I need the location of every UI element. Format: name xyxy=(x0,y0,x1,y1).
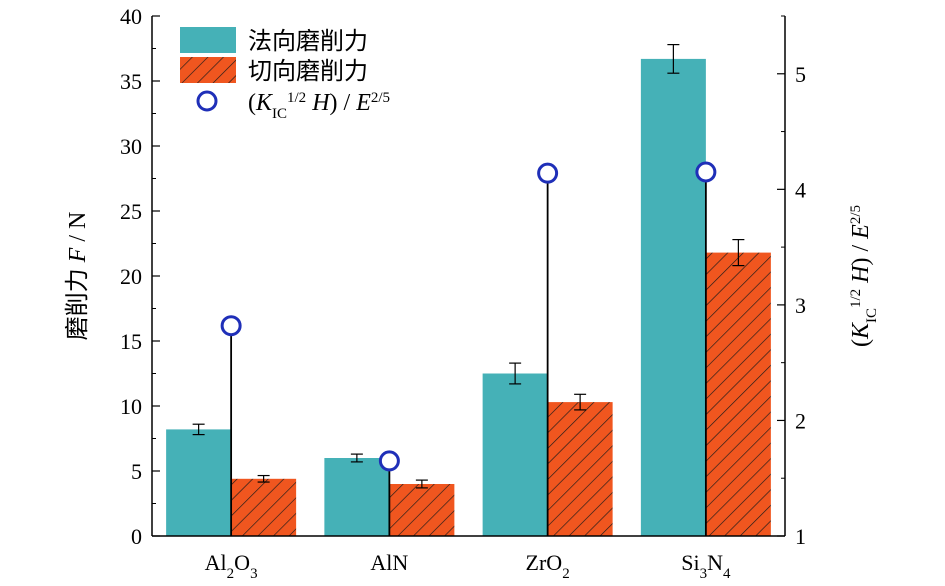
left-tick-label: 0 xyxy=(131,524,142,549)
y2-axis-title-part: ) / xyxy=(848,239,874,266)
x-tick-label-part: Si xyxy=(681,550,699,575)
legend-label-part: 法向磨削力 xyxy=(248,28,368,55)
x-tick-label-part: ZrO xyxy=(526,550,563,575)
left-tick-label: 10 xyxy=(120,394,142,419)
y2-axis-title-part: 1/2 xyxy=(848,289,864,308)
y-axis-title-part: F xyxy=(65,247,91,263)
x-tick-label-part: 2 xyxy=(227,566,235,582)
left-tick-label: 15 xyxy=(120,329,142,354)
right-tick-label: 5 xyxy=(795,62,806,87)
legend-label-part: ) / xyxy=(330,90,357,116)
error-bar xyxy=(192,423,205,436)
x-tick-label-part: Al xyxy=(205,550,227,575)
error-bar xyxy=(574,393,587,411)
legend-label-part: IC xyxy=(272,106,287,122)
bar-normal-force xyxy=(324,458,390,536)
legend-label-part: 1/2 xyxy=(287,90,306,106)
right-tick-label: 3 xyxy=(795,293,806,318)
legend-label-part: 2/5 xyxy=(371,90,390,106)
legend-swatch-tangential xyxy=(180,57,236,83)
left-tick-label: 20 xyxy=(120,264,142,289)
y2-axis-title: (KIC1/2 H) / E2/5 xyxy=(848,205,880,347)
ratio-marker xyxy=(378,450,400,472)
legend-label-part: ( xyxy=(248,90,256,116)
left-tick-label: 25 xyxy=(120,199,142,224)
left-tick-label: 35 xyxy=(120,69,142,94)
right-tick-label: 2 xyxy=(795,408,806,433)
ratio-marker xyxy=(537,162,559,184)
x-tick-label: Si3N4 xyxy=(681,550,731,582)
error-bar xyxy=(415,479,428,489)
bar-normal-force xyxy=(166,429,232,536)
right-tick-label: 1 xyxy=(795,524,806,549)
left-tick-label: 30 xyxy=(120,134,142,159)
ratio-marker xyxy=(220,315,242,337)
y-axis-title: 磨削力 F / N xyxy=(64,212,91,341)
y2-axis-title-part: IC xyxy=(864,308,880,323)
x-tick-label: Al2O3 xyxy=(205,550,258,582)
x-tick-label-part: 3 xyxy=(700,566,708,582)
legend-label: 切向磨削力 xyxy=(248,58,368,85)
error-bar xyxy=(732,239,745,267)
bar-tangential-force xyxy=(705,252,771,536)
x-tick-label-part: 3 xyxy=(250,566,258,582)
bar-tangential-force xyxy=(231,478,297,536)
y2-axis-title-part: ( xyxy=(848,339,874,347)
error-bar xyxy=(667,43,680,74)
legend-label-part: H xyxy=(311,90,331,116)
y2-axis-title-part: K xyxy=(848,321,874,340)
y2-axis-title-part: E xyxy=(848,224,874,240)
error-bar xyxy=(350,453,363,463)
legend-label-part: K xyxy=(255,90,274,116)
x-tick-label-part: AlN xyxy=(370,550,408,575)
legend-label: 法向磨削力 xyxy=(248,28,368,55)
legend-swatch-normal xyxy=(180,27,236,53)
y2-axis-title-part: 2/5 xyxy=(848,205,864,224)
y-axis-title-part: 磨削力 xyxy=(64,262,91,340)
bar-normal-force xyxy=(482,373,548,536)
right-tick-label: 4 xyxy=(795,177,806,202)
bar-normal-force xyxy=(640,58,706,537)
error-bar xyxy=(509,362,522,385)
legend-label-part: E xyxy=(355,90,371,116)
bar-tangential-force xyxy=(547,402,613,536)
bar-tangential-force xyxy=(389,484,455,536)
y2-axis-title-part: H xyxy=(848,264,874,284)
y-axis-title-part: / N xyxy=(65,212,91,248)
x-tick-label-part: O xyxy=(234,550,250,575)
x-tick-label-part: 4 xyxy=(723,566,731,582)
ratio-marker xyxy=(695,161,717,183)
x-tick-label-part: 2 xyxy=(562,566,570,582)
left-tick-label: 5 xyxy=(131,459,142,484)
legend-label-part: 切向磨削力 xyxy=(248,58,368,85)
x-tick-label: ZrO2 xyxy=(526,550,570,582)
legend-marker-ratio xyxy=(196,90,218,112)
left-tick-label: 40 xyxy=(120,4,142,29)
error-bar xyxy=(257,474,270,483)
x-tick-label: AlN xyxy=(370,550,408,575)
x-tick-label-part: N xyxy=(707,550,723,575)
legend-label: (KIC1/2 H) / E2/5 xyxy=(248,90,390,122)
